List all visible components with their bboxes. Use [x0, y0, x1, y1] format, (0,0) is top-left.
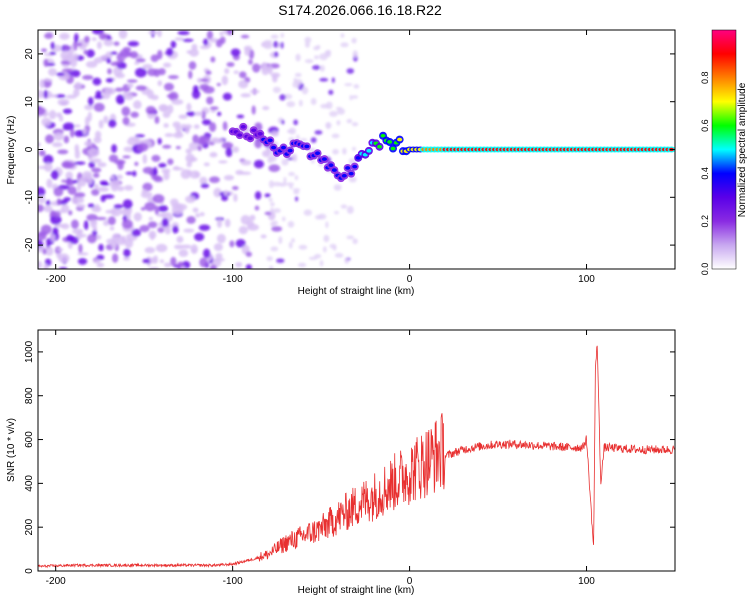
snr-ytick-label: 200 — [24, 518, 35, 535]
spectrogram-xtick-label: 0 — [407, 274, 413, 285]
spectrogram-ytick-label: -10 — [24, 190, 35, 205]
spectrogram-xlabel: Height of straight line (km) — [298, 286, 415, 297]
spectrogram-ytick-label: 10 — [24, 96, 35, 108]
spectrogram-xtick-label: -100 — [223, 274, 243, 285]
spectrogram-ytick-label: 20 — [24, 48, 35, 60]
snr-xlabel: Height of straight line (km) — [298, 585, 415, 596]
spectrogram-ytick-label: -20 — [24, 237, 35, 252]
spectrogram-xtick-label: -200 — [46, 274, 66, 285]
snr-ytick-label: 400 — [24, 475, 35, 492]
snr-frame — [37, 329, 676, 572]
colorbar-label: Normalized spectral amplitude — [737, 82, 748, 217]
snr-xtick-label: -200 — [46, 576, 66, 587]
spectral-ridge — [228, 122, 675, 183]
colorbar-tick-label: 0.2 — [700, 215, 710, 228]
snr-xtick-label: 100 — [578, 576, 595, 587]
snr-plot-area — [38, 330, 675, 571]
snr-xtick-label: -100 — [223, 576, 243, 587]
spectrogram-xtick-label: 100 — [578, 274, 595, 285]
snr-xtick-label: 0 — [407, 576, 413, 587]
snr-ytick-label: 0 — [24, 568, 35, 574]
snr-series-line — [38, 345, 675, 569]
colorbar-tick-label: 0.6 — [700, 119, 710, 132]
chart-title: S174.2026.066.16.18.R22 — [278, 2, 442, 18]
snr-ytick-label: 800 — [24, 387, 35, 404]
snr-ylabel: SNR (10 * v/v) — [6, 418, 17, 482]
snr-chart: -200 -100 0 100 0 200 400 600 800 1000 Height of… — [6, 329, 676, 596]
snr-ytick-label: 1000 — [24, 340, 35, 363]
spectrogram-ylabel: Frequency (Hz) — [6, 116, 17, 185]
colorbar-tick-label: 0.0 — [700, 263, 710, 276]
spectrogram-ytick-label: 0 — [24, 146, 35, 152]
colorbar — [711, 29, 737, 270]
colorbar-tick-label: 0.4 — [700, 167, 710, 180]
snr-ytick-label: 600 — [24, 431, 35, 448]
colorbar-tick-label: 0.8 — [700, 72, 710, 85]
